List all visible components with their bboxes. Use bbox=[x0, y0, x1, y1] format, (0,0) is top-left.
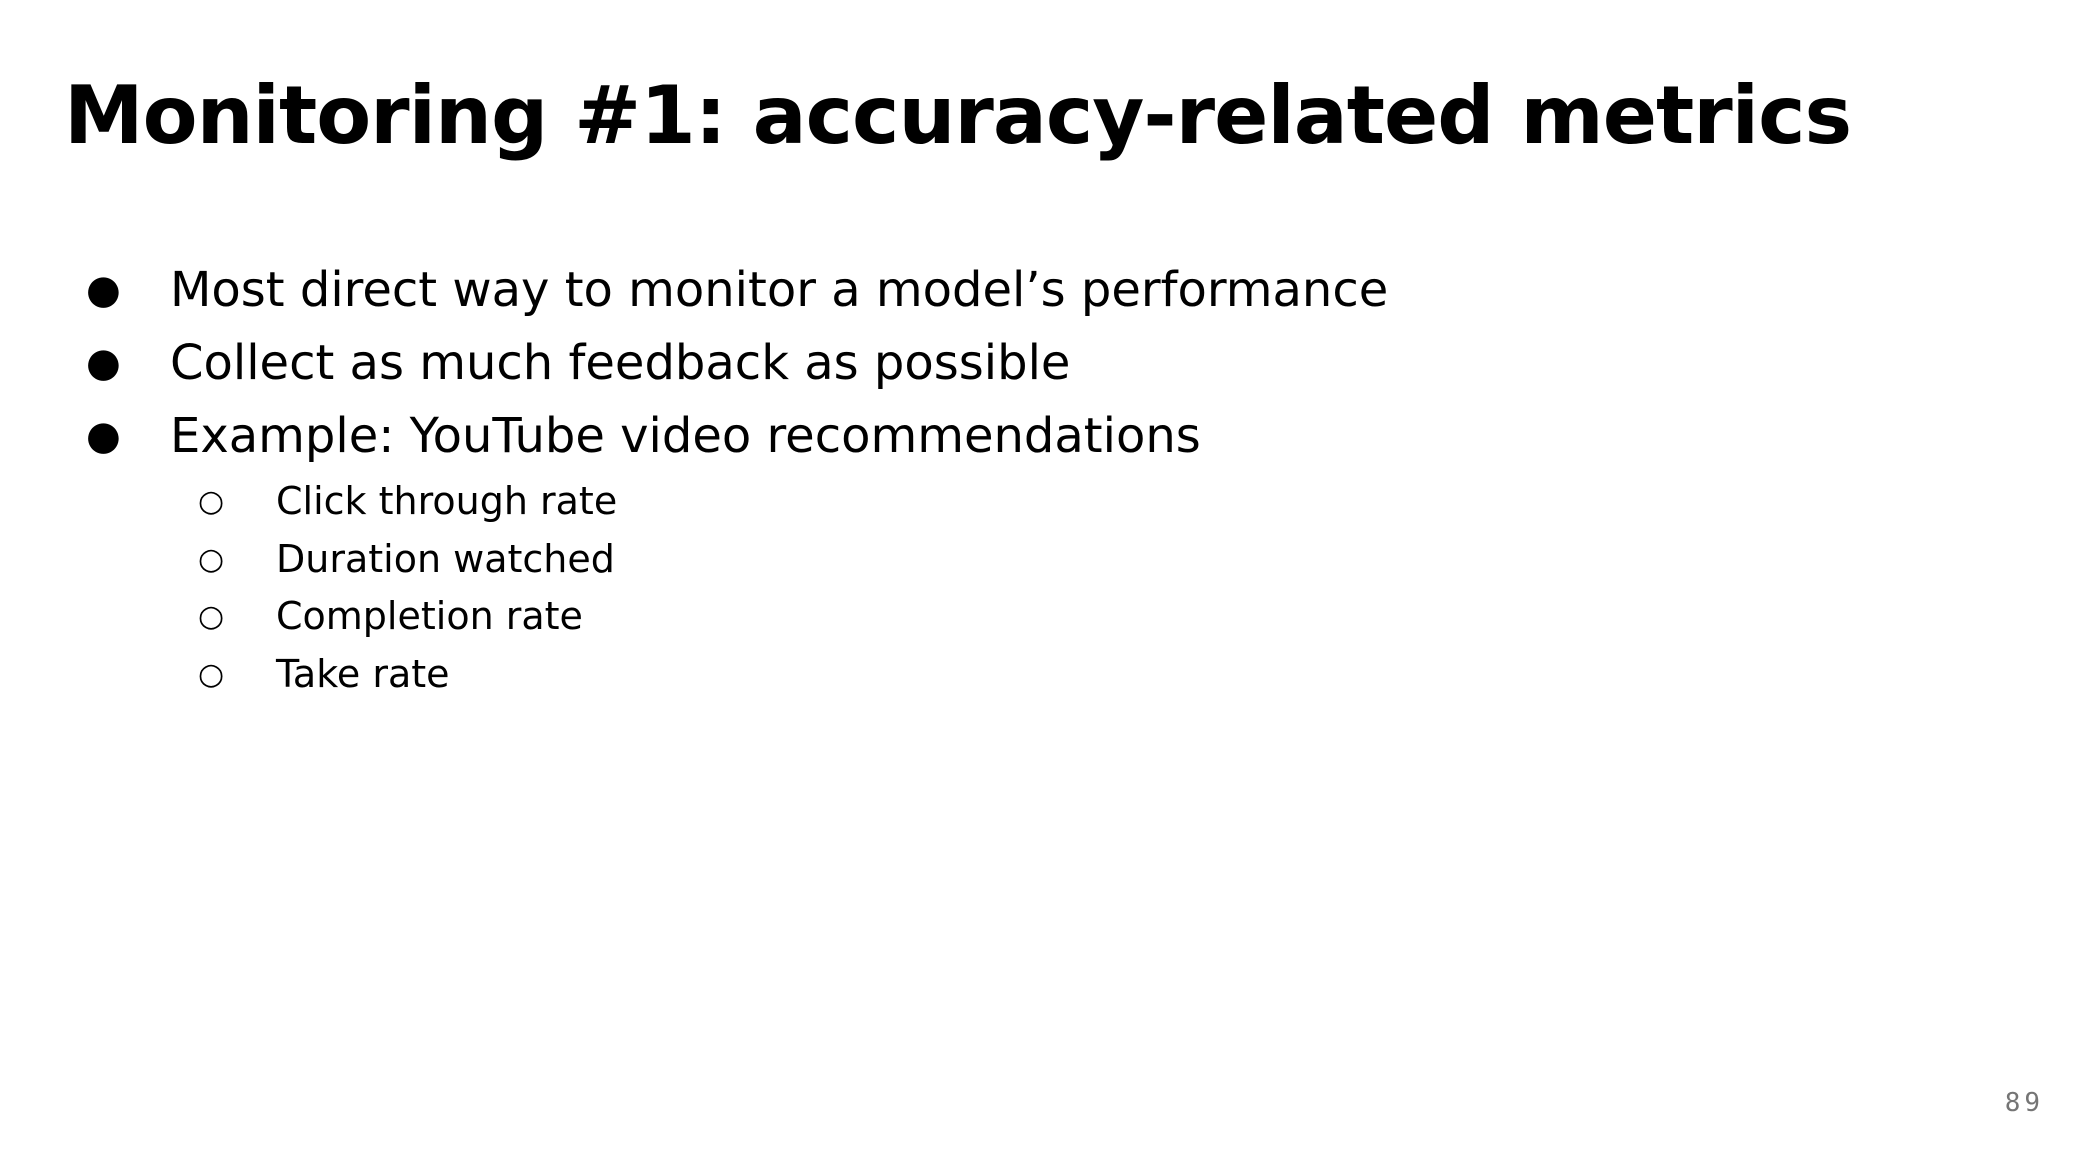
hollow-circle-icon: ○ bbox=[198, 541, 225, 577]
sub-bullet-text: Duration watched bbox=[276, 536, 615, 581]
hollow-circle-icon: ○ bbox=[198, 656, 225, 692]
hollow-circle-icon: ○ bbox=[198, 484, 225, 519]
bullet-icon: ● bbox=[86, 413, 121, 459]
bullet-text: Most direct way to monitor a model’s per… bbox=[170, 262, 1389, 318]
bullet-icon: ● bbox=[86, 267, 121, 313]
slide-title: Monitoring #1: accuracy-related metrics bbox=[64, 69, 1852, 162]
sub-bullet-text: Take rate bbox=[276, 651, 450, 696]
bullet-text: Collect as much feedback as possible bbox=[170, 335, 1071, 391]
sub-bullet-text: Completion rate bbox=[276, 594, 583, 638]
hollow-circle-icon: ○ bbox=[198, 599, 225, 634]
bullet-icon: ● bbox=[86, 340, 121, 386]
bullet-text: Example: YouTube video recommendations bbox=[170, 408, 1201, 464]
page-number: 89 bbox=[2004, 1088, 2044, 1118]
sub-bullet-text: Click through rate bbox=[276, 479, 618, 523]
